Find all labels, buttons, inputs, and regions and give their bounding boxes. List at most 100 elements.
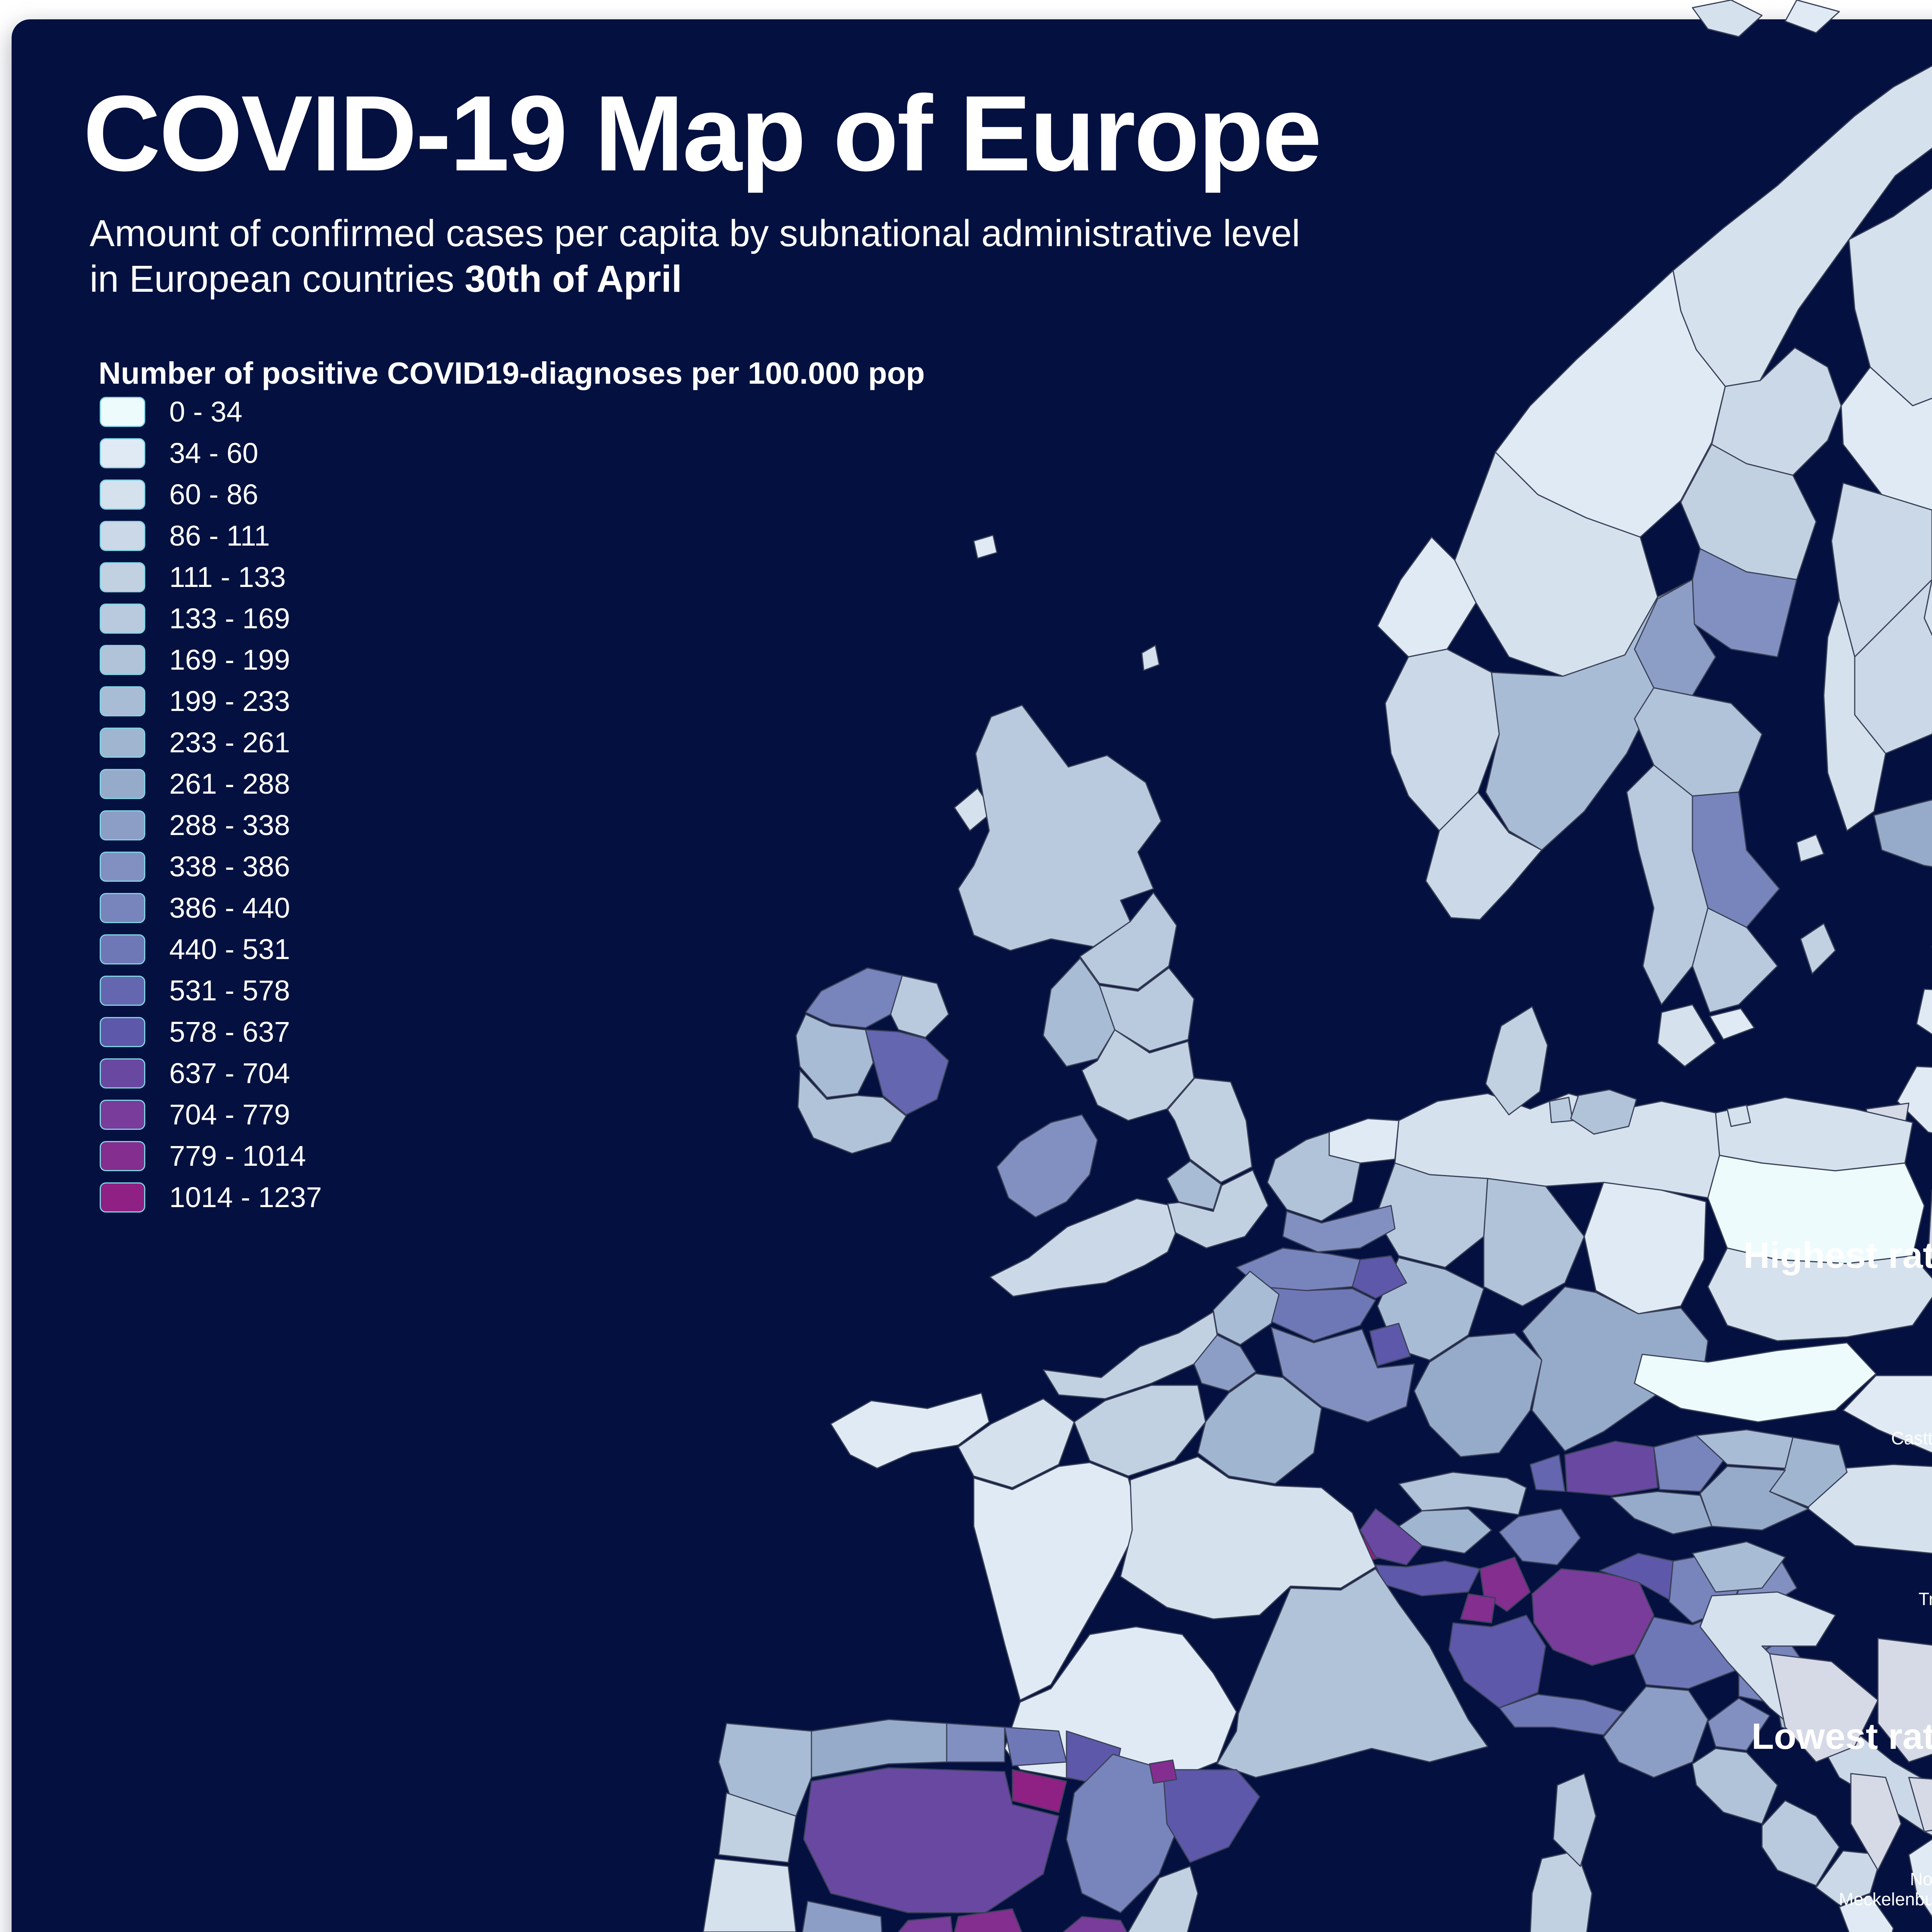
region-poland-south [1707, 1247, 1932, 1342]
region-germany-east [1583, 1182, 1707, 1315]
region-faroe-islands [973, 534, 998, 559]
legend-label: 704 - 779 [169, 1099, 290, 1131]
rate-item: Alentejo (PT) 29,3 [1752, 1789, 1932, 1809]
region-shetland [1141, 645, 1160, 671]
legend-swatch [100, 1141, 145, 1171]
rate-item: Ticino (CZ) 899,1 [1743, 1388, 1932, 1408]
region-uk-wales [996, 1114, 1098, 1218]
region-spain-madrid [954, 1908, 1022, 1932]
legend-title: Number of positive COVID19-diagnoses per… [99, 356, 925, 390]
region-italy-sardinia [1529, 1850, 1593, 1932]
legend-label: 60 - 86 [169, 478, 259, 510]
region-uk-north-east-england [1079, 892, 1177, 990]
region-portugal-centro [702, 1858, 797, 1932]
region-ireland-leinster [865, 1029, 949, 1116]
legend-row: 637 - 704 [100, 1053, 322, 1094]
rate-item: Hradec Králove (CZ) 32,3 [1752, 1809, 1932, 1829]
region-switzerland-graubunden [1498, 1508, 1581, 1566]
region-italy-liguria [1498, 1694, 1624, 1736]
rate-item: South Moravia (CZ) 37,6 [1752, 1849, 1932, 1869]
rate-item: Piemonte (IT) 603,5 [1743, 1649, 1932, 1669]
region-italy-lazio [1692, 1748, 1778, 1825]
region-denmark-funen [1549, 1097, 1573, 1123]
map-regions [702, 0, 1932, 1932]
region-luxembourg [1369, 1323, 1411, 1367]
region-spain-extremadura [802, 1900, 883, 1932]
region-austria-carinthia [1611, 1491, 1713, 1535]
region-spain-castilla-la-mancha [898, 1916, 1128, 1932]
region-uk-london [1166, 1160, 1222, 1210]
legend-label: 578 - 637 [169, 1016, 290, 1048]
region-france-bretagne [830, 1392, 990, 1469]
region-austria-styria [1699, 1466, 1809, 1531]
region-italy-calabria [1838, 1895, 1894, 1932]
rate-item: Trenito Alto Adige (IT) 618,7 [1918, 1589, 1932, 1609]
region-hungary [1808, 1464, 1932, 1554]
legend-row: 169 - 199 [100, 639, 322, 680]
region-slovakia [1842, 1375, 1932, 1454]
rate-item: San Marino (SM) 1708,0 [1743, 1287, 1932, 1308]
legend-label: 34 - 60 [169, 437, 259, 469]
legend-swatch [100, 562, 145, 592]
legend-label: 111 - 133 [169, 561, 286, 593]
region-italy-valle-daosta [1460, 1593, 1496, 1624]
rate-item: Luxemburg (LU) 604,4 [1743, 1629, 1932, 1649]
rate-item: South Bohemia (CZ) 27,1 [1752, 1769, 1932, 1789]
legend-row: 440 - 531 [100, 929, 322, 970]
rate-item: Catalunya (SP) 673,3 [1743, 1549, 1932, 1569]
legend-label: 86 - 111 [169, 520, 270, 552]
rate-item: Limburg (BE) 609,5 [1743, 1609, 1932, 1629]
rate-item: Nouvelle-Aquitaine (FR) 40,0 [1910, 1869, 1932, 1889]
legend-swatch [100, 1017, 145, 1047]
region-france-pays-de-la-loire [957, 1398, 1075, 1488]
legend: 0 - 34 34 - 60 60 - 86 86 - 111 111 - 13… [100, 391, 322, 1218]
region-northern-ireland [890, 975, 949, 1038]
region-uk-south-east-england [1167, 1169, 1269, 1249]
highest-rate-title: Highest rate per capita [1743, 1235, 1932, 1276]
rate-item: Madrid (SP) 918,0 [1743, 1368, 1932, 1388]
region-spain-la-rioja [1012, 1769, 1067, 1813]
rate-item: Geneva (CZ) 1014,1 [1743, 1328, 1932, 1348]
legend-row: 531 - 578 [100, 970, 322, 1011]
region-norway-agder [1425, 791, 1543, 920]
region-italy-umbria [1707, 1697, 1770, 1751]
rate-item: Navarre (SP) 736,0 [1743, 1468, 1932, 1488]
region-france-bourgogne [1197, 1373, 1322, 1485]
legend-row: 704 - 779 [100, 1094, 322, 1135]
rate-item: Tirol (AUS) 689,3 [1743, 1509, 1932, 1529]
region-sweden-jamtland [1634, 579, 1716, 696]
subtitle-line-1: Amount of confirmed cases per capita by … [90, 212, 1300, 254]
legend-label: 386 - 440 [169, 892, 290, 924]
region-italy-campania [1761, 1800, 1840, 1886]
rate-item: Meckelenburg-Vorpommern (DE) 42,9 [1838, 1889, 1932, 1909]
lowest-rate-title: Lowest rate per capita [1751, 1716, 1932, 1757]
region-sweden-gotland [1800, 923, 1836, 975]
legend-row: 34 - 60 [100, 432, 322, 474]
region-belarus [1927, 1188, 1932, 1262]
legend-row: 288 - 338 [100, 804, 322, 846]
legend-swatch [100, 810, 145, 840]
legend-row: 133 - 169 [100, 598, 322, 639]
region-france-corsica [1553, 1773, 1597, 1867]
legend-row: 86 - 111 [100, 515, 322, 556]
rate-item: Andorra (AN) 967,5 [1743, 1348, 1932, 1368]
region-switzerland-vaud [1359, 1508, 1423, 1566]
page-title: COVID-19 Map of Europe [83, 73, 1322, 193]
subtitle-date: 30th of April [464, 258, 682, 300]
legend-swatch [100, 686, 145, 716]
region-france-auvergne-rhone-alpes [1120, 1456, 1376, 1620]
legend-row: 779 - 1014 [100, 1135, 322, 1177]
legend-row: 578 - 637 [100, 1011, 322, 1053]
region-sweden-skane [1657, 1004, 1716, 1067]
highest-rate-list: Highest rate per capita San Marino (SM) … [1743, 1235, 1932, 1689]
region-uk-midlands [1081, 1029, 1195, 1121]
legend-swatch [100, 1099, 145, 1130]
region-spain-cantabria [946, 1723, 1005, 1763]
region-austria-salzburg [1653, 1435, 1724, 1492]
legend-row: 261 - 288 [100, 763, 322, 804]
rate-item: Casttilla-La-Mancha (SP) 778,8 [1891, 1428, 1932, 1448]
legend-row: 0 - 34 [100, 391, 322, 432]
legend-row: 233 - 261 [100, 722, 322, 763]
rate-item: Bretagne (CZ) 43,0 [1752, 1909, 1932, 1929]
